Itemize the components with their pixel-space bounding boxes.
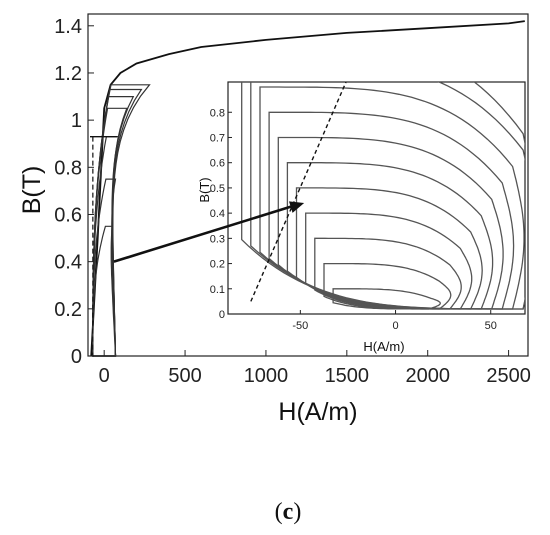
figure-caption: (c) (275, 499, 302, 525)
inset-y-ticks: 0 0.1 0.2 0.3 0.4 0.5 0.6 0.7 0.8 (210, 107, 232, 321)
arrow-shaft (113, 203, 297, 263)
y-tick-label: 0 (71, 346, 82, 368)
x-tick-label: 1500 (325, 365, 370, 387)
inset-y-tick-label: 0.6 (210, 158, 225, 170)
inset-y-tick-label: 0.4 (210, 208, 225, 220)
inset-y-tick-label: 0.7 (210, 132, 225, 144)
x-tick-label: 2500 (486, 365, 531, 387)
inset-y-tick-label: 0 (219, 309, 225, 321)
inset-x-axis-label: H(A/m) (363, 339, 404, 354)
arrow-head (289, 201, 305, 213)
main-chart: 00.20.40.60.811.21.4 0 500 1000 1500 2000 250… (18, 13, 531, 426)
inset-y-tick-label: 0.1 (210, 284, 225, 296)
inset-curves (241, 82, 525, 310)
main-x-ticks: 0 500 1000 1500 2000 2500 (99, 350, 531, 387)
minor-loop (92, 225, 117, 357)
magnetization-curve (90, 20, 525, 357)
x-tick-label: 0 (99, 365, 110, 387)
main-x-axis-label: H(A/m) (278, 398, 357, 426)
inset-y-tick-label: 0.3 (210, 233, 225, 245)
y-tick-label: 0.6 (54, 204, 82, 226)
inset-x-ticks: -50 0 50 (292, 310, 497, 332)
y-tick-label: 0.8 (54, 157, 82, 179)
main-y-axis-label: B(T) (18, 166, 46, 215)
zoom-arrow (113, 201, 305, 263)
minor-loop (92, 88, 143, 357)
inset-x-tick-label: 50 (485, 320, 497, 332)
y-tick-label: 1.4 (54, 16, 82, 38)
inset-plot-frame (227, 81, 526, 315)
inset-loop (241, 82, 525, 310)
inset-y-tick-label: 0.5 (210, 183, 225, 195)
y-tick-label: 0.2 (54, 299, 82, 321)
inset-y-tick-label: 0.8 (210, 107, 225, 119)
caption-letter: c (283, 499, 294, 525)
caption-close: ) (293, 499, 301, 525)
inset-x-tick-label: -50 (292, 320, 308, 332)
y-tick-label: 1.2 (54, 63, 82, 85)
caption-open: ( (275, 499, 283, 525)
x-tick-label: 1000 (244, 365, 289, 387)
inset-x-tick-label: 0 (392, 320, 398, 332)
inset-chart: 00.10.20.30.40.50.60.70.8 -50 0 50 H(A/m) … (197, 81, 526, 354)
y-tick-label: 0.4 (54, 252, 82, 274)
main-y-ticks: 0 0.2 0.4 0.6 0.8 1 1.2 1.4 (54, 16, 94, 368)
inset-dashed-line (250, 82, 347, 302)
main-plot-frame (87, 13, 529, 357)
inset-y-axis-label: B(T) (197, 177, 212, 202)
y-tick-label: 1 (71, 110, 82, 132)
x-tick-label: 2000 (405, 365, 450, 387)
inset-y-tick-label: 0.2 (210, 259, 225, 271)
minor-loop (92, 178, 117, 357)
x-tick-label: 500 (168, 365, 201, 387)
